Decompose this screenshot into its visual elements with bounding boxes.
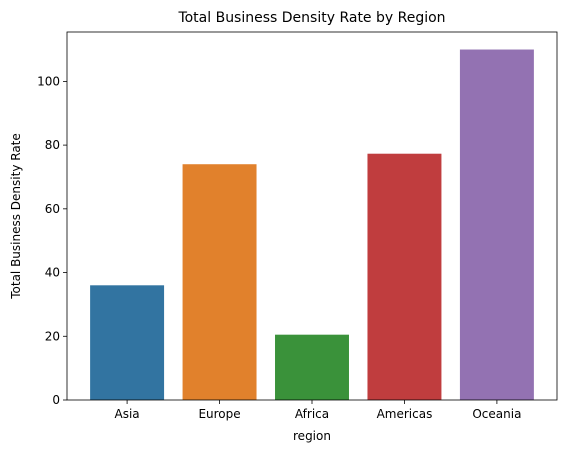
y-tick-label: 100 [37,74,60,88]
y-tick-label: 40 [45,266,60,280]
y-axis-label: Total Business Density Rate [9,133,23,300]
bar-oceania [459,49,534,401]
y-tick-label: 0 [52,393,60,407]
bar-europe [182,164,257,400]
plot-frame [66,31,558,401]
y-tick-label: 80 [45,138,60,152]
chart-title: Total Business Density Rate by Region [177,10,445,26]
bar-americas [367,153,442,400]
x-tick-label: Europe [198,407,240,421]
y-tick-label: 20 [45,329,60,343]
x-axis-ticks: Asia Europe Africa Americas Oceania [115,400,521,421]
x-tick-label: Oceania [472,407,521,421]
bar-asia [90,285,165,400]
x-tick-label: Asia [115,407,140,421]
bars-group [90,49,534,401]
bar-africa [275,334,349,400]
x-tick-label: Americas [377,407,433,421]
x-tick-label: Africa [295,407,329,421]
y-tick-label: 60 [45,202,60,216]
x-axis-label: region [293,429,331,443]
y-axis-ticks: 0 20 40 60 80 100 [37,74,67,407]
